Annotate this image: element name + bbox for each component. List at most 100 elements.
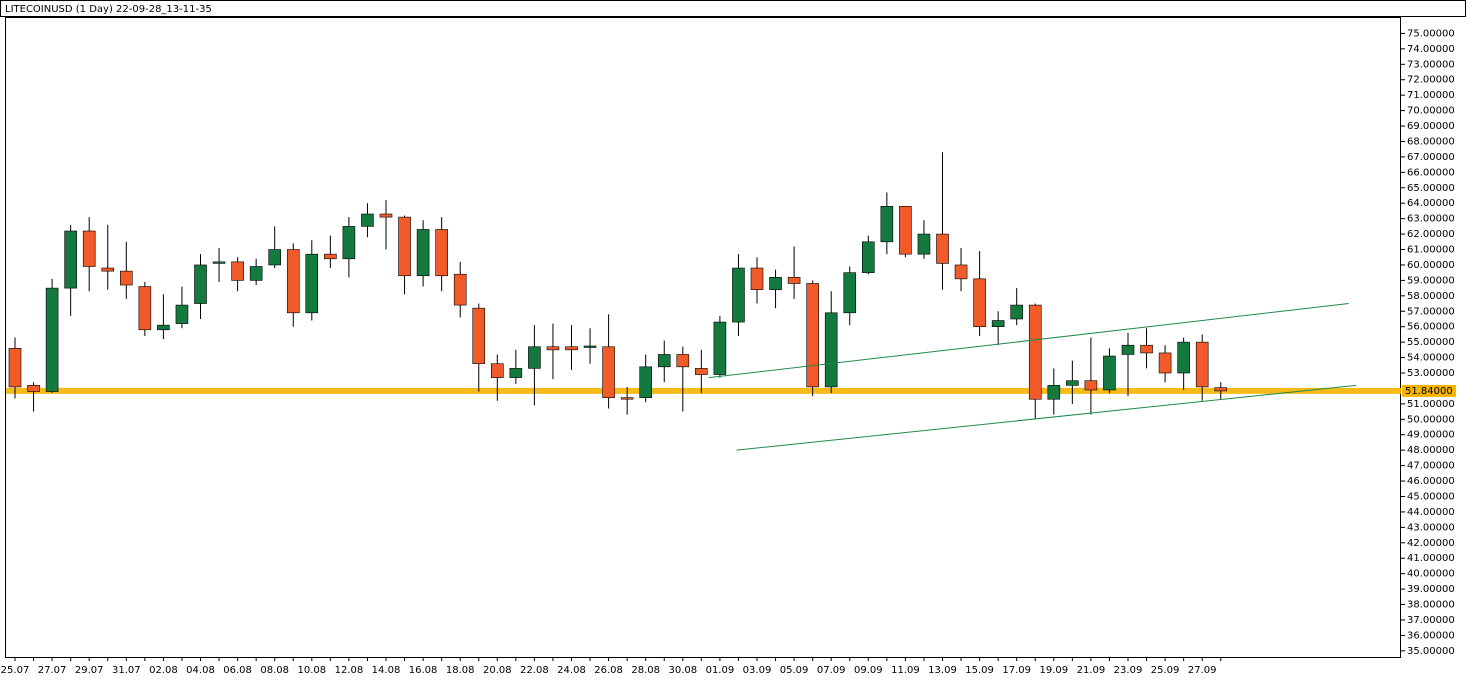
y-tick-label: 56.00000 bbox=[1407, 322, 1455, 333]
candle-body bbox=[676, 354, 690, 368]
candle-body bbox=[620, 397, 634, 400]
y-tick-label: 44.00000 bbox=[1407, 507, 1455, 518]
candle-body bbox=[880, 206, 894, 243]
y-tick-label: 71.00000 bbox=[1407, 90, 1455, 101]
y-tick-label: 72.00000 bbox=[1407, 75, 1455, 86]
x-tick-label: 20.08 bbox=[483, 665, 512, 676]
candle-body bbox=[268, 249, 282, 266]
x-tick-label: 09.09 bbox=[854, 665, 883, 676]
y-tick-label: 73.00000 bbox=[1407, 59, 1455, 70]
y-tick-label: 55.00000 bbox=[1407, 337, 1455, 348]
candle-body bbox=[954, 264, 968, 280]
y-tick-label: 58.00000 bbox=[1407, 291, 1455, 302]
x-tick-label: 02.08 bbox=[149, 665, 178, 676]
x-tick-label: 23.09 bbox=[1114, 665, 1143, 676]
x-tick-label: 24.08 bbox=[557, 665, 586, 676]
x-tick-label: 25.07 bbox=[1, 665, 30, 676]
x-tick-label: 12.08 bbox=[335, 665, 364, 676]
title-bar bbox=[0, 0, 1466, 17]
x-tick-label: 29.07 bbox=[75, 665, 104, 676]
candle-body bbox=[936, 233, 949, 264]
candle-body bbox=[769, 277, 782, 290]
candle-body bbox=[27, 385, 40, 392]
y-tick-label: 35.00000 bbox=[1407, 646, 1455, 657]
x-tick-label: 30.08 bbox=[668, 665, 697, 676]
candle-body bbox=[361, 213, 374, 227]
candle-body bbox=[546, 346, 560, 351]
y-tick-label: 70.00000 bbox=[1407, 106, 1455, 117]
candle-body bbox=[45, 287, 59, 392]
candle-body bbox=[732, 267, 745, 323]
candle-body bbox=[472, 307, 486, 365]
x-tick-label: 16.08 bbox=[409, 665, 438, 676]
x-tick-label: 17.09 bbox=[1002, 665, 1031, 676]
candle-body bbox=[64, 230, 77, 289]
x-tick-label: 01.09 bbox=[706, 665, 735, 676]
x-tick-label: 18.08 bbox=[446, 665, 475, 676]
x-tick-label: 07.09 bbox=[817, 665, 846, 676]
x-tick-label: 13.09 bbox=[928, 665, 957, 676]
candle-body bbox=[286, 249, 300, 314]
y-tick-label: 43.00000 bbox=[1407, 522, 1455, 533]
candle-body bbox=[639, 366, 653, 398]
x-tick-label: 15.09 bbox=[965, 665, 994, 676]
x-tick-label: 11.09 bbox=[891, 665, 920, 676]
y-tick-label: 54.00000 bbox=[1407, 353, 1455, 364]
candle-body bbox=[583, 345, 597, 348]
candle-body bbox=[324, 253, 337, 260]
trendline bbox=[708, 303, 1349, 379]
y-tick-label: 74.00000 bbox=[1407, 44, 1455, 55]
candle-body bbox=[1010, 304, 1024, 320]
x-tick-label: 25.09 bbox=[1151, 665, 1180, 676]
y-tick-label: 49.00000 bbox=[1407, 430, 1455, 441]
y-tick-label: 64.00000 bbox=[1407, 198, 1455, 209]
candle-body bbox=[1195, 341, 1209, 388]
y-tick-label: 57.00000 bbox=[1407, 306, 1455, 317]
candle-body bbox=[899, 206, 912, 255]
y-tick-label: 63.00000 bbox=[1407, 214, 1455, 225]
y-tick-label: 69.00000 bbox=[1407, 121, 1455, 132]
candle-body bbox=[194, 264, 207, 304]
x-tick-label: 22.08 bbox=[520, 665, 549, 676]
candle-body bbox=[138, 286, 152, 331]
x-tick-label: 27.07 bbox=[38, 665, 67, 676]
candle-body bbox=[342, 226, 356, 260]
candle-body bbox=[509, 368, 523, 378]
x-tick-label: 28.08 bbox=[631, 665, 660, 676]
y-tick-label: 42.00000 bbox=[1407, 538, 1455, 549]
candle-body bbox=[416, 229, 430, 277]
candle-body bbox=[453, 273, 467, 306]
y-tick-label: 61.00000 bbox=[1407, 245, 1455, 256]
y-tick-label: 51.00000 bbox=[1407, 399, 1455, 410]
y-tick-label: 62.00000 bbox=[1407, 229, 1455, 240]
x-tick-label: 03.09 bbox=[743, 665, 772, 676]
x-tick-label: 05.09 bbox=[780, 665, 809, 676]
y-tick-label: 68.00000 bbox=[1407, 136, 1455, 147]
candle-body bbox=[991, 320, 1005, 327]
candle-body bbox=[1047, 385, 1061, 400]
candle-body bbox=[435, 229, 448, 277]
x-tick-label: 21.09 bbox=[1077, 665, 1106, 676]
y-tick-label: 60.00000 bbox=[1407, 260, 1455, 271]
candle-body bbox=[843, 272, 857, 314]
x-tick-label: 06.08 bbox=[223, 665, 252, 676]
y-tick-label: 75.00000 bbox=[1407, 28, 1455, 39]
candle-body bbox=[1084, 380, 1098, 391]
candle-body bbox=[175, 304, 189, 324]
candle-body bbox=[861, 241, 875, 273]
x-tick-label: 08.08 bbox=[260, 665, 289, 676]
candle-body bbox=[787, 277, 801, 284]
candle-body bbox=[1214, 387, 1228, 392]
candle-body bbox=[82, 230, 96, 267]
last-price-box bbox=[1402, 384, 1456, 397]
x-tick-label: 31.07 bbox=[112, 665, 141, 676]
y-tick-label: 50.00000 bbox=[1407, 414, 1455, 425]
candle-body bbox=[695, 368, 708, 375]
y-tick-label: 45.00000 bbox=[1407, 491, 1455, 502]
candle-body bbox=[1121, 344, 1135, 355]
candle-body bbox=[713, 321, 727, 375]
candle-body bbox=[657, 354, 671, 368]
candle-body bbox=[1158, 352, 1172, 374]
candle-body bbox=[157, 324, 170, 331]
candle-body bbox=[212, 261, 226, 264]
